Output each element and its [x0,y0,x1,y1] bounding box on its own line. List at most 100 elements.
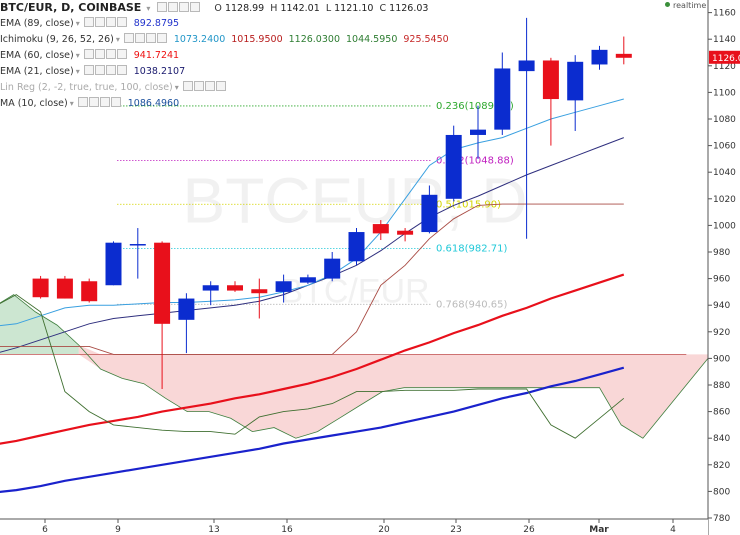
gear-icon[interactable] [134,33,145,43]
candle-body[interactable] [470,129,486,135]
candle-body[interactable] [445,134,462,199]
settings-icon[interactable] [105,65,116,75]
indicator-value: 1073.2400 [173,34,226,45]
indicator-value: 1044.5950 [345,34,398,45]
price-tick-label: 1020 [713,195,736,205]
candle-body[interactable] [105,242,122,286]
symbol-title[interactable]: BTC/EUR, D, COINBASE [0,1,142,14]
close-icon[interactable] [116,65,127,75]
candle-body[interactable] [494,68,511,130]
price-tick-label: 1000 [713,221,736,231]
eye-icon[interactable] [83,17,94,27]
candle-body[interactable] [129,244,146,246]
settings-icon[interactable] [204,81,215,91]
fib-level-label: 0.618(982.71) [436,243,508,254]
close-icon[interactable] [190,2,201,12]
chevron-down-icon[interactable]: ▾ [69,99,74,108]
indicator-value: 892.8795 [133,18,180,29]
close-label: C [379,3,387,14]
close-icon[interactable] [116,17,127,27]
indicator-value: 925.5450 [403,34,449,45]
gear-icon[interactable] [94,65,105,75]
candle-body[interactable] [567,61,584,101]
legend-row[interactable]: Ichimoku (9, 26, 52, 26) ▾ 1073.2400 1015.9… [0,32,449,47]
close-value: 1126.03 [389,3,429,14]
candle-body[interactable] [275,281,292,292]
price-tick-label: 940 [713,301,730,311]
chevron-down-icon[interactable]: ▾ [75,19,80,28]
indicator-name[interactable]: MA (10, close) [0,98,68,109]
candle-body[interactable] [542,60,559,100]
candle-body[interactable] [372,224,389,234]
close-icon[interactable] [215,81,226,91]
price-tick-label: 1040 [713,168,736,178]
time-tick-label: 20 [378,525,390,535]
candle-body[interactable] [421,194,438,233]
settings-icon[interactable] [145,33,156,43]
gear-icon[interactable] [88,97,99,107]
settings-icon[interactable] [105,17,116,27]
legend-row[interactable]: MA (10, close) ▾ 1086.4960 [0,96,179,111]
gear-icon[interactable] [179,2,190,12]
indicator-name[interactable]: Ichimoku (9, 26, 52, 26) [0,34,114,45]
eye-icon[interactable] [83,65,94,75]
indicator-value: 941.7241 [133,50,180,61]
gear-icon[interactable] [94,17,105,27]
candle-body[interactable] [348,232,365,262]
settings-icon[interactable] [105,49,116,59]
close-icon[interactable] [156,33,167,43]
candle-body[interactable] [32,278,49,298]
legend-row[interactable]: EMA (60, close) ▾ 941.7241 [0,48,179,63]
price-tick-label: 800 [713,487,730,497]
ichimoku-cloud-bull [0,294,79,355]
eye-icon[interactable] [182,81,193,91]
legend-row[interactable]: EMA (89, close) ▾ 892.8795 [0,16,179,31]
chevron-down-icon[interactable]: ▾ [115,35,120,44]
close-icon[interactable] [116,49,127,59]
eye-icon[interactable] [168,2,179,12]
chevron-down-icon[interactable]: ▾ [174,83,179,92]
chevron-down-icon[interactable]: ▾ [146,4,151,13]
candle-body[interactable] [251,289,268,294]
candle-body[interactable] [591,49,608,65]
gear-icon[interactable] [94,49,105,59]
gear-icon[interactable] [193,81,204,91]
price-tick-label: 1100 [713,88,736,98]
indicator-name[interactable]: Lin Reg (2, -2, true, true, 100, close) [0,82,173,93]
candle-body[interactable] [154,242,171,324]
last-price-label: 1126.03 [712,54,740,64]
price-tick-label: 960 [713,275,730,285]
eye-icon[interactable] [83,49,94,59]
open-label: O [214,3,222,14]
candle-body[interactable] [56,278,73,299]
candle-body[interactable] [81,281,98,302]
settings-icon[interactable] [99,97,110,107]
high-label: H [270,3,278,14]
candle-body[interactable] [615,53,632,58]
ema-89-line [0,366,625,493]
low-value: 1121.10 [334,3,374,14]
settings-icon[interactable] [157,2,168,12]
legend-row[interactable]: EMA (21, close) ▾ 1038.2107 [0,64,185,79]
chevron-down-icon[interactable]: ▾ [75,51,80,60]
eye-icon[interactable] [77,97,88,107]
eye-icon[interactable] [123,33,134,43]
indicator-name[interactable]: EMA (21, close) [0,66,74,77]
candle-body[interactable] [227,285,243,291]
candle-body[interactable] [324,258,341,279]
chevron-down-icon[interactable]: ▾ [75,67,80,76]
candle-body[interactable] [178,298,195,320]
time-tick-label: 23 [450,525,461,535]
candle-body[interactable] [299,277,316,283]
candle-body[interactable] [397,230,414,235]
indicator-name[interactable]: EMA (89, close) [0,18,74,29]
legend-row[interactable]: Lin Reg (2, -2, true, true, 100, close) ▾ [0,80,227,95]
price-axis-bg [708,0,740,535]
indicator-name[interactable]: EMA (60, close) [0,50,74,61]
close-icon[interactable] [110,97,121,107]
candle-body[interactable] [202,285,219,291]
candle-body[interactable] [518,60,535,72]
ma-10-line [0,98,624,327]
